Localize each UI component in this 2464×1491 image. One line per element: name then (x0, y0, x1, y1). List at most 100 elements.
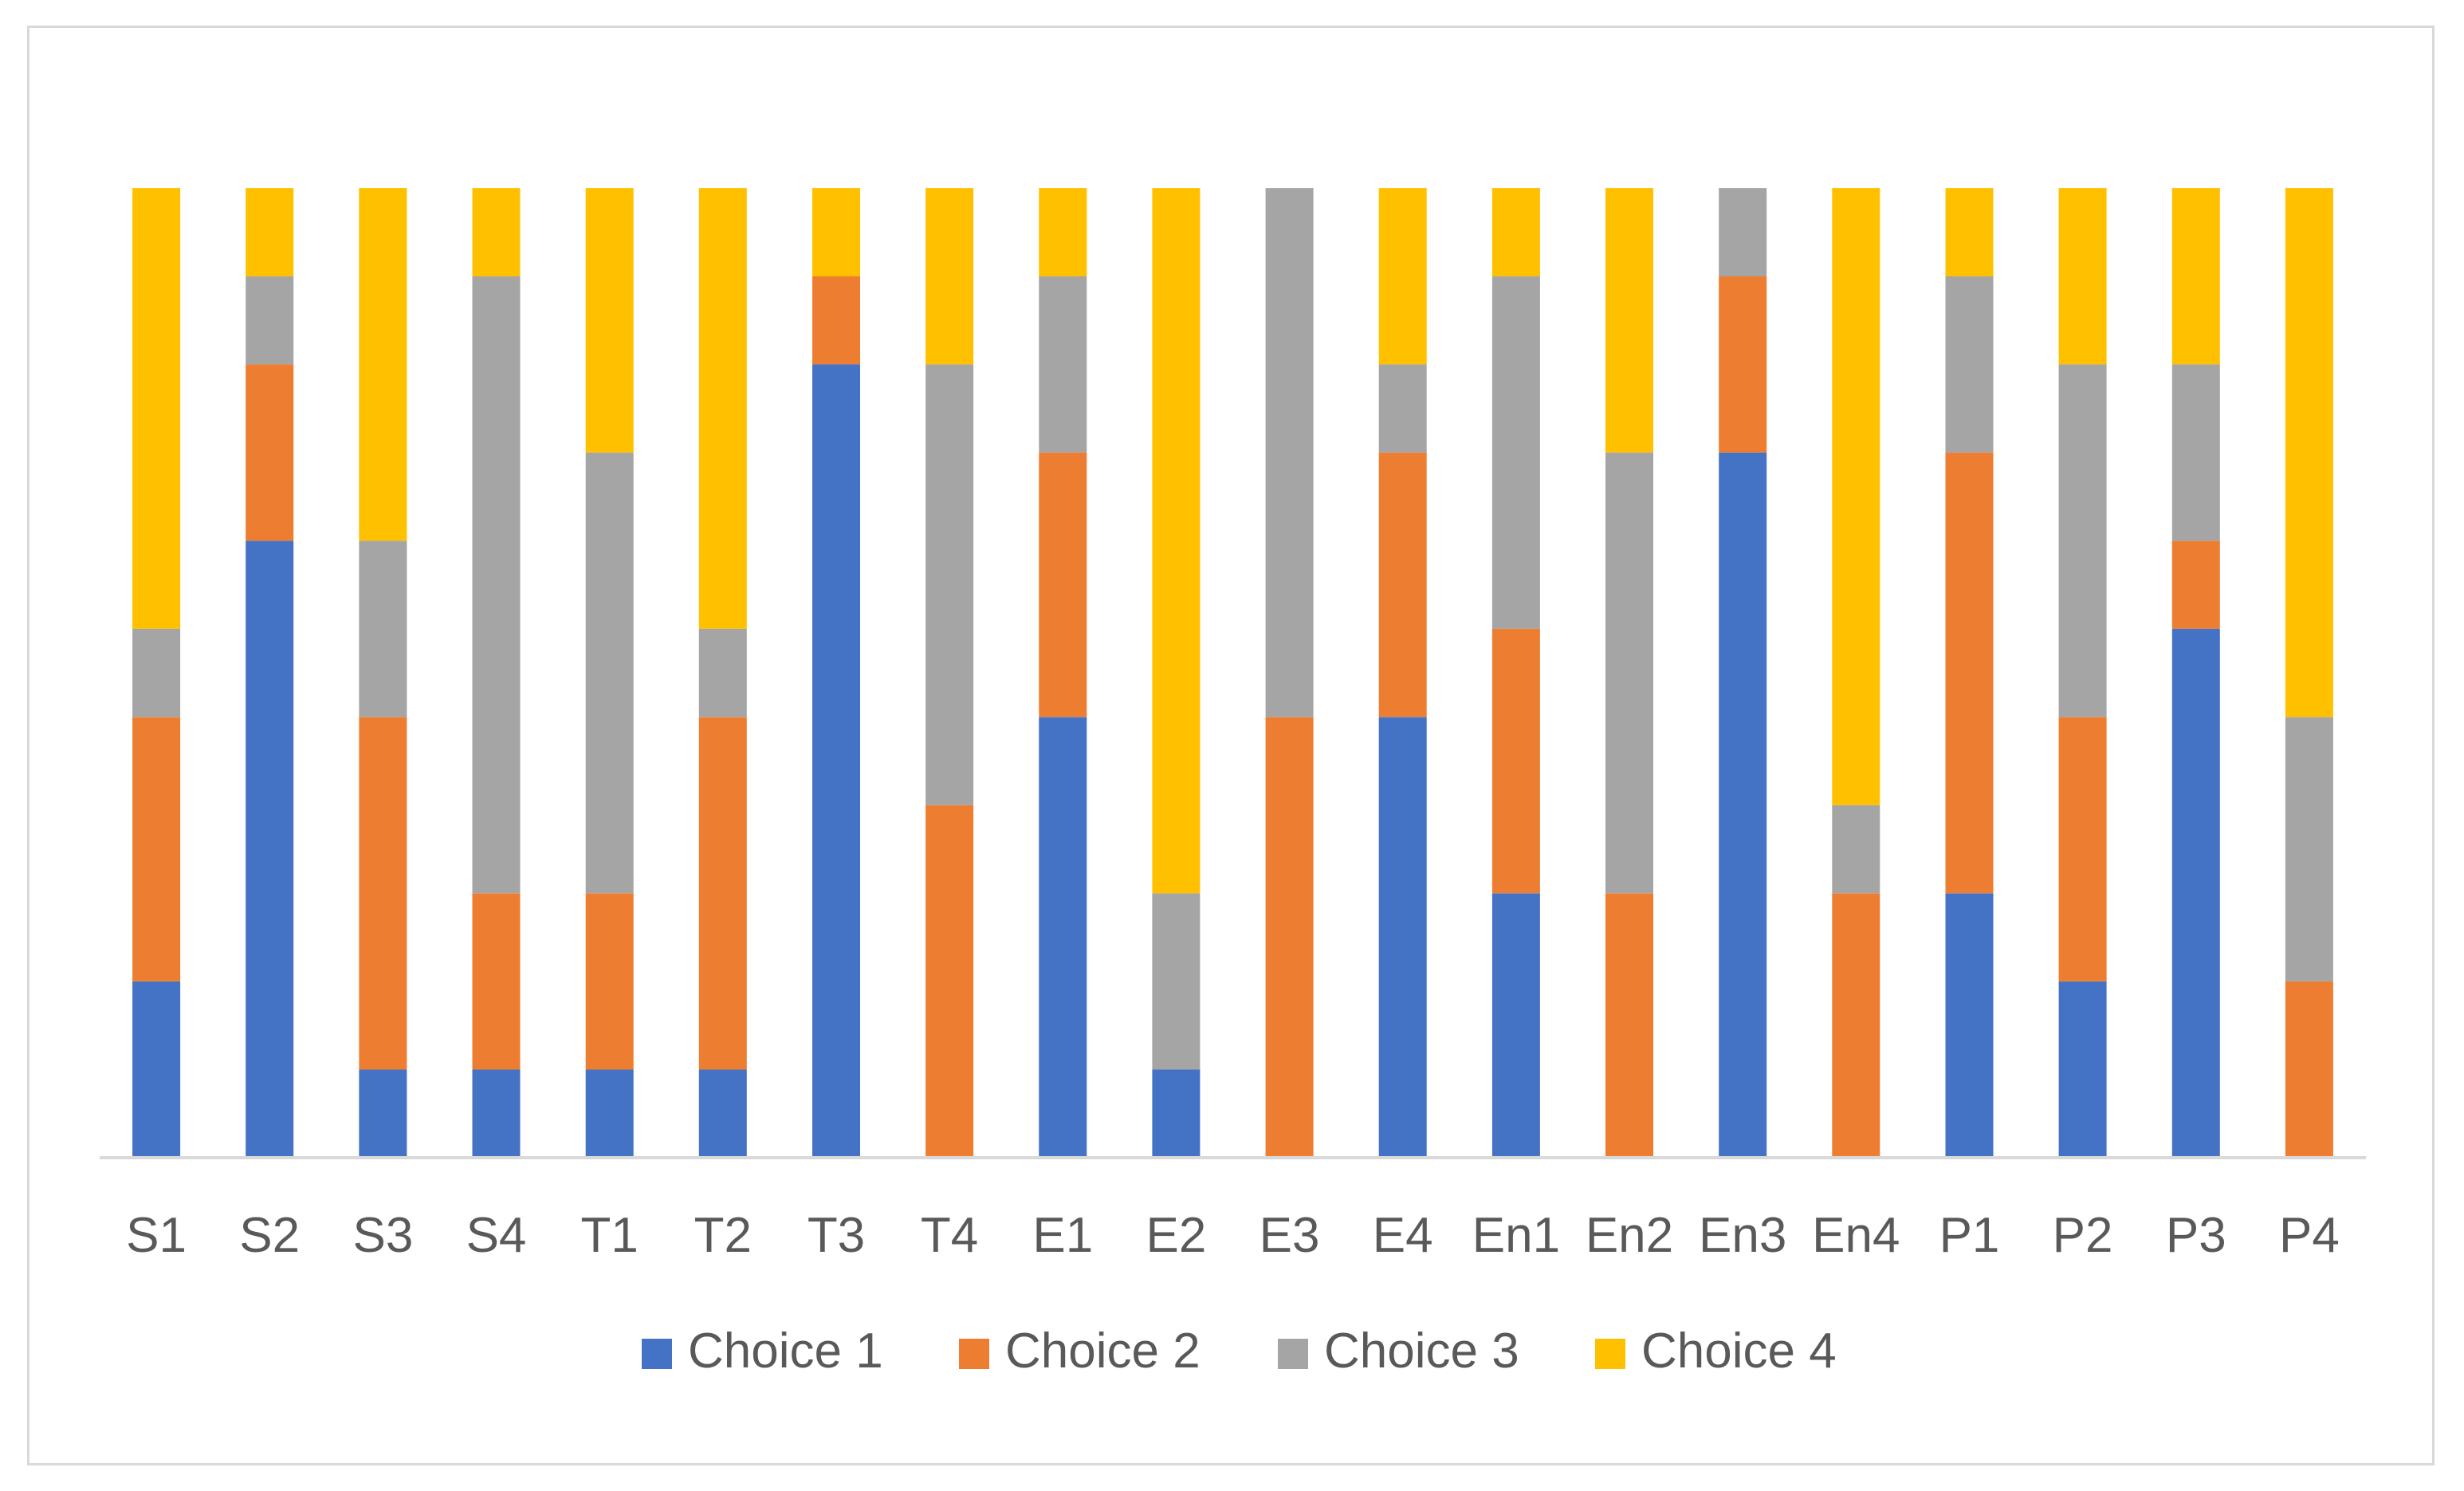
bar-t2-choice-3 (698, 628, 747, 718)
bar-p1-choice-1 (1945, 893, 1994, 1158)
bar-e2-choice-4 (1152, 188, 1201, 894)
bar-s3-choice-3 (359, 541, 407, 718)
legend-label: Choice 4 (1641, 1324, 1837, 1379)
bar-e4-choice-4 (1378, 188, 1427, 365)
bar-e3-choice-3 (1265, 188, 1314, 718)
legend: Choice 1 Choice 2 Choice 3 Choice 4 (642, 1324, 1837, 1379)
legend-item-choice-3: Choice 3 (1278, 1324, 1519, 1379)
bar-t3-choice-1 (812, 364, 860, 1159)
bar-s4-choice-2 (472, 893, 521, 1070)
bar-t3-choice-2 (812, 276, 860, 364)
bar-e1-choice-1 (1039, 717, 1087, 1158)
bar-en1-choice-3 (1491, 276, 1540, 629)
bar-e4-choice-2 (1378, 452, 1427, 718)
bar-e4-choice-1 (1378, 717, 1427, 1158)
x-tick-label: T1 (581, 1208, 639, 1263)
bar-t4-choice-2 (925, 805, 974, 1158)
x-tick-label: En1 (1472, 1208, 1560, 1263)
x-tick-label: En4 (1812, 1208, 1900, 1263)
bar-en1-choice-2 (1491, 628, 1540, 894)
bar-p2-choice-3 (2058, 364, 2107, 718)
bar-e2-choice-3 (1152, 893, 1201, 1070)
x-tick-label: S1 (126, 1208, 187, 1263)
legend-swatch (959, 1339, 989, 1369)
bar-en3-choice-1 (1719, 452, 1767, 1158)
bar-s4-choice-1 (472, 1069, 521, 1158)
x-tick-label: T3 (808, 1208, 865, 1263)
legend-swatch (642, 1339, 672, 1369)
bar-s4-choice-3 (472, 276, 521, 894)
x-tick-label: P4 (2279, 1208, 2340, 1263)
bar-p2-choice-2 (2058, 717, 2107, 982)
bar-t3-choice-4 (812, 188, 860, 277)
x-tick-label: En2 (1586, 1208, 1673, 1263)
bar-p3-choice-3 (2171, 364, 2220, 541)
bar-p1-choice-3 (1945, 276, 1994, 453)
x-tick-labels: S1 S2 S3 S4 T1 T2 T3 T4 E1 E2 E3 E4 En1 En2 En3 En4 P1 P2… (126, 1208, 2340, 1263)
bar-e4-choice-3 (1378, 364, 1427, 453)
bar-p3-choice-1 (2171, 628, 2220, 1158)
x-tick-label: P1 (1939, 1208, 2000, 1263)
bar-t1-choice-3 (585, 452, 634, 894)
bar-t4-choice-4 (925, 188, 974, 365)
bar-p4-choice-2 (2285, 981, 2333, 1158)
bar-e3-choice-2 (1265, 717, 1314, 1158)
bar-e2-choice-1 (1152, 1069, 1201, 1158)
bar-s2-choice-1 (246, 541, 294, 1158)
bar-t1-choice-4 (585, 188, 634, 453)
bar-s2-choice-4 (246, 188, 294, 277)
bar-en1-choice-1 (1491, 893, 1540, 1158)
bar-e1-choice-4 (1039, 188, 1087, 277)
bar-s4-choice-4 (472, 188, 521, 277)
bar-t4-choice-3 (925, 364, 974, 805)
bar-s3-choice-2 (359, 717, 407, 1070)
x-tick-label: P3 (2166, 1208, 2226, 1263)
bar-t2-choice-1 (698, 1069, 747, 1158)
x-tick-label: P2 (2053, 1208, 2113, 1263)
x-tick-label: E2 (1146, 1208, 1206, 1263)
x-tick-label: S2 (239, 1208, 300, 1263)
bar-e1-choice-2 (1039, 452, 1087, 718)
bar-p2-choice-4 (2058, 188, 2107, 365)
bar-t1-choice-2 (585, 893, 634, 1070)
bar-p4-choice-3 (2285, 717, 2333, 982)
legend-swatch (1278, 1339, 1308, 1369)
bar-s2-choice-2 (246, 364, 294, 541)
bar-t2-choice-4 (698, 188, 747, 629)
bar-en4-choice-2 (1832, 893, 1880, 1158)
bar-en2-choice-3 (1605, 452, 1653, 894)
legend-item-choice-1: Choice 1 (642, 1324, 883, 1379)
x-tick-label: En3 (1699, 1208, 1786, 1263)
x-tick-label: T2 (694, 1208, 752, 1263)
bar-s1-choice-2 (132, 717, 181, 982)
bar-p2-choice-1 (2058, 981, 2107, 1158)
chart-frame (27, 26, 2435, 1465)
legend-item-choice-4: Choice 4 (1595, 1324, 1837, 1379)
x-tick-label: T4 (921, 1208, 978, 1263)
bar-en2-choice-4 (1605, 188, 1653, 453)
bar-en4-choice-3 (1832, 805, 1880, 894)
legend-label: Choice 1 (688, 1324, 883, 1379)
bar-en2-choice-2 (1605, 893, 1653, 1158)
bar-p1-choice-4 (1945, 188, 1994, 277)
x-tick-label: E1 (1032, 1208, 1093, 1263)
legend-swatch (1595, 1339, 1625, 1369)
bar-en4-choice-4 (1832, 188, 1880, 805)
bar-p4-choice-4 (2285, 188, 2333, 718)
bar-s2-choice-3 (246, 276, 294, 364)
bars-group (132, 188, 2333, 1159)
bar-en1-choice-4 (1491, 188, 1540, 277)
bar-t2-choice-2 (698, 717, 747, 1070)
bar-e1-choice-3 (1039, 276, 1087, 453)
legend-label: Choice 2 (1005, 1324, 1201, 1379)
bar-s1-choice-4 (132, 188, 181, 629)
x-tick-label: S4 (466, 1208, 527, 1263)
legend-item-choice-2: Choice 2 (959, 1324, 1201, 1379)
bar-s3-choice-4 (359, 188, 407, 541)
bar-s1-choice-1 (132, 981, 181, 1158)
bar-s1-choice-3 (132, 628, 181, 718)
bar-s3-choice-1 (359, 1069, 407, 1158)
bar-p3-choice-4 (2171, 188, 2220, 365)
bar-t1-choice-1 (585, 1069, 634, 1158)
